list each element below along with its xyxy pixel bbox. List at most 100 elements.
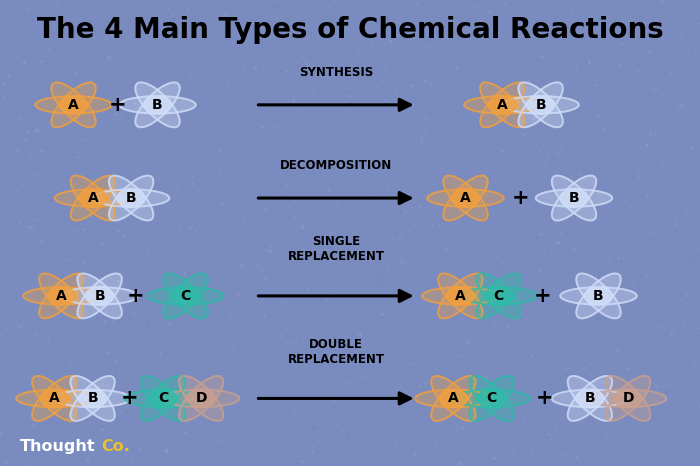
Ellipse shape	[415, 390, 491, 407]
Text: Thought: Thought	[20, 439, 95, 454]
Circle shape	[560, 189, 588, 207]
Ellipse shape	[427, 189, 504, 207]
Ellipse shape	[443, 176, 488, 220]
Ellipse shape	[32, 376, 76, 421]
Ellipse shape	[32, 376, 76, 421]
Text: DOUBLE
REPLACEMENT: DOUBLE REPLACEMENT	[288, 338, 384, 366]
Text: +: +	[126, 286, 144, 306]
Ellipse shape	[480, 82, 524, 127]
Ellipse shape	[454, 390, 530, 407]
Text: B: B	[593, 289, 604, 303]
Text: C: C	[494, 289, 504, 303]
Ellipse shape	[552, 176, 596, 220]
Text: A: A	[460, 191, 471, 205]
Ellipse shape	[568, 376, 612, 421]
Ellipse shape	[470, 376, 514, 421]
Text: SYNTHESIS: SYNTHESIS	[299, 66, 373, 79]
Ellipse shape	[552, 390, 628, 407]
Ellipse shape	[141, 376, 185, 421]
Ellipse shape	[71, 376, 115, 421]
Ellipse shape	[109, 176, 153, 220]
Ellipse shape	[477, 274, 521, 318]
Circle shape	[485, 287, 512, 305]
Text: B: B	[536, 98, 546, 112]
Ellipse shape	[119, 96, 196, 114]
Ellipse shape	[71, 376, 115, 421]
Ellipse shape	[179, 376, 223, 421]
Text: C: C	[486, 391, 497, 405]
Ellipse shape	[93, 189, 169, 207]
Circle shape	[86, 287, 113, 305]
Ellipse shape	[163, 274, 208, 318]
Text: C: C	[158, 391, 168, 405]
Circle shape	[60, 96, 88, 114]
Text: A: A	[88, 191, 98, 205]
Text: B: B	[568, 191, 580, 205]
Text: C: C	[181, 289, 190, 303]
Circle shape	[118, 189, 145, 207]
Circle shape	[447, 287, 474, 305]
Ellipse shape	[461, 287, 537, 305]
Ellipse shape	[431, 376, 475, 421]
Text: A: A	[455, 289, 466, 303]
Ellipse shape	[135, 82, 180, 127]
Ellipse shape	[141, 376, 185, 421]
Ellipse shape	[179, 376, 223, 421]
Ellipse shape	[78, 274, 122, 318]
Circle shape	[48, 287, 75, 305]
Text: D: D	[622, 391, 634, 405]
Ellipse shape	[480, 82, 524, 127]
Circle shape	[527, 96, 554, 114]
Ellipse shape	[35, 96, 112, 114]
Circle shape	[489, 96, 516, 114]
Ellipse shape	[536, 189, 612, 207]
Ellipse shape	[431, 376, 475, 421]
Text: B: B	[584, 391, 595, 405]
Text: The 4 Main Types of Chemical Reactions: The 4 Main Types of Chemical Reactions	[36, 16, 664, 44]
Ellipse shape	[560, 287, 637, 305]
Circle shape	[440, 389, 467, 408]
Ellipse shape	[503, 96, 579, 114]
Text: +: +	[120, 389, 139, 408]
Ellipse shape	[78, 274, 122, 318]
Ellipse shape	[109, 176, 153, 220]
Text: D: D	[195, 391, 207, 405]
Ellipse shape	[438, 274, 482, 318]
Ellipse shape	[135, 82, 180, 127]
Text: SINGLE
REPLACEMENT: SINGLE REPLACEMENT	[288, 235, 384, 263]
Circle shape	[41, 389, 68, 408]
Ellipse shape	[443, 176, 488, 220]
Ellipse shape	[464, 96, 540, 114]
Text: B: B	[88, 391, 98, 405]
Ellipse shape	[55, 189, 131, 207]
Ellipse shape	[147, 287, 224, 305]
Ellipse shape	[51, 82, 96, 127]
Ellipse shape	[606, 376, 650, 421]
Ellipse shape	[477, 274, 521, 318]
Text: B: B	[126, 191, 136, 205]
Ellipse shape	[438, 274, 482, 318]
Text: A: A	[56, 289, 66, 303]
Text: B: B	[94, 289, 105, 303]
Ellipse shape	[163, 274, 208, 318]
Ellipse shape	[552, 176, 596, 220]
Ellipse shape	[16, 390, 92, 407]
Ellipse shape	[606, 376, 650, 421]
Ellipse shape	[39, 274, 83, 318]
Text: B: B	[152, 98, 163, 112]
Ellipse shape	[568, 376, 612, 421]
Text: A: A	[68, 98, 79, 112]
Circle shape	[188, 389, 215, 408]
Text: A: A	[497, 98, 508, 112]
Circle shape	[584, 287, 612, 305]
Circle shape	[79, 189, 106, 207]
Ellipse shape	[62, 287, 138, 305]
Circle shape	[149, 389, 176, 408]
Ellipse shape	[519, 82, 563, 127]
Circle shape	[172, 287, 200, 305]
Circle shape	[79, 389, 106, 408]
Circle shape	[576, 389, 603, 408]
Circle shape	[452, 189, 480, 207]
Circle shape	[478, 389, 505, 408]
Circle shape	[615, 389, 642, 408]
